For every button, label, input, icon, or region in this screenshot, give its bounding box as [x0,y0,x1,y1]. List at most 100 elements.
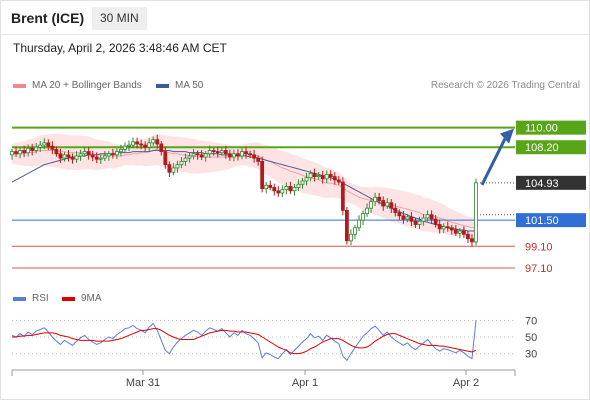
candle-body [98,157,103,160]
candle-body [199,154,204,158]
candle-body [365,207,369,215]
legend-rsi-label: RSI [32,293,49,304]
level-label-97.10: 97.10 [525,263,553,275]
candle-body [183,157,188,162]
candle-body [240,151,244,157]
candle-body [373,196,378,203]
candle-body [421,217,426,222]
candle-body [466,233,470,240]
candle-body [106,153,111,157]
candle-body [324,174,329,180]
candle-body [90,154,95,158]
timeframe-button[interactable]: 30 MIN [92,7,147,30]
rsi-series-9ma [12,328,477,355]
candle-body [102,155,107,159]
candle-body [179,160,184,166]
candle-body [445,226,450,229]
level-label-108.20: 108.20 [525,142,559,154]
research-credit: Research © 2026 Trading Central [430,80,580,91]
candle-body [260,160,265,189]
candle-body [441,226,446,230]
candle-body [461,230,466,235]
candle-body [361,213,365,221]
level-label-99.10: 99.10 [525,241,553,253]
legend-bollinger-label: MA 20 + Bollinger Bands [32,80,142,91]
rsi-ma-swatch-icon [62,296,75,301]
ma50-swatch-icon [156,83,169,88]
candle-body [66,154,71,158]
legend-ma50: MA 50 [156,80,203,91]
candle-body [215,151,220,154]
candle-body [377,196,382,201]
bollinger-swatch-icon [13,83,26,88]
candle-body [119,149,123,152]
candle-body [18,150,22,155]
rsi-tick-label: 70 [525,315,537,327]
forecast-arrow-icon [480,137,507,186]
candle-body [312,172,317,178]
instrument-title: Brent (ICE) [11,10,85,26]
candle-body [26,147,31,154]
candle-body [236,153,240,157]
candle-body [30,147,35,151]
candle-body [171,167,176,173]
candle-body [288,186,293,192]
candle-body [248,153,252,156]
level-label-104.93: 104.93 [525,178,559,190]
candle-body [10,151,14,156]
candle-body [268,184,273,188]
candle-body [219,150,224,154]
candle-body [115,151,119,156]
candle-body [449,227,454,231]
candle-body [296,183,301,188]
candle-body [353,227,357,235]
candle-body [470,238,474,243]
candle-body [385,202,390,207]
candle-body [292,187,297,192]
level-tag-101.50 [516,213,586,228]
candle-body [155,139,160,145]
level-tag-110.00 [516,120,586,135]
candle-body [300,180,305,185]
level-tag-108.20 [516,140,586,155]
level-label-101.50: 101.50 [525,215,559,227]
candle-body [284,186,289,191]
candle-body [328,174,333,178]
candle-body [276,190,281,194]
candle-body [389,202,394,209]
rsi-tick-label: 30 [525,349,537,361]
candle-body [433,218,438,225]
candle-body [54,149,59,155]
candle-body [381,200,386,207]
candle-body [474,182,478,243]
candle-body [58,153,63,159]
candle-body [401,215,406,220]
candle-body [131,141,135,146]
candle-body [14,151,18,155]
candle-body [143,144,148,148]
candle-body [272,187,277,192]
candle-body [264,184,269,189]
candle-body [256,157,261,162]
candle-body [175,164,180,169]
candle-body [22,150,27,154]
candle-body [344,209,349,242]
rsi-swatch-icon [13,296,26,301]
candle-body [336,179,341,183]
candle-body [227,153,232,158]
candle-body [429,214,434,220]
candle-body [203,153,208,158]
legend-rsi-ma: 9MA [62,293,102,304]
candle-body [349,233,353,242]
candle-body [94,156,99,160]
candle-body [405,216,410,220]
candle-body [316,175,321,178]
x-tick-label: Apr 2 [453,377,479,389]
candle-body [397,212,402,217]
bollinger-band [12,133,476,239]
rsi-tick-label: 50 [525,332,537,344]
legend-bollinger: MA 20 + Bollinger Bands [13,80,142,91]
candle-body [223,150,228,155]
datetime-label: Thursday, April 2, 2026 3:48:46 AM CET [13,41,227,55]
